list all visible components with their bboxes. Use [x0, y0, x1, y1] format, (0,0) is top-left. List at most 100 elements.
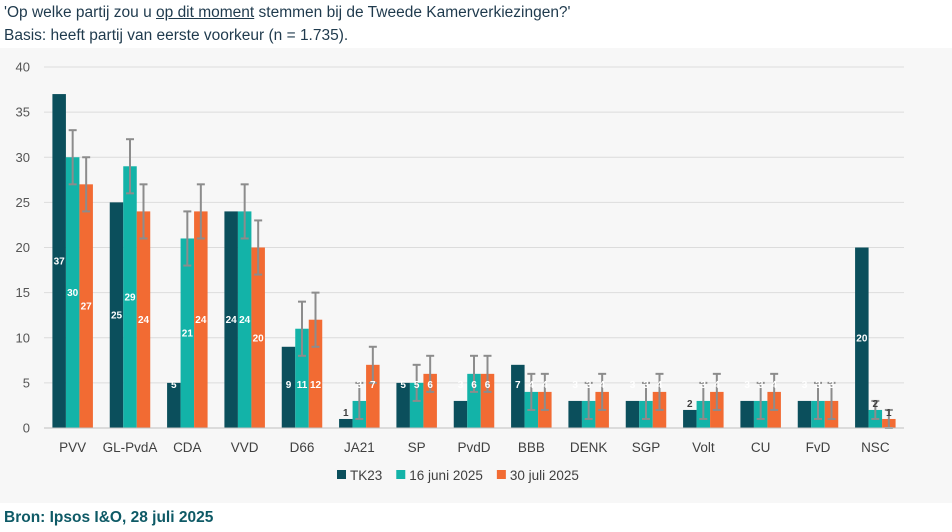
bar-juli-vvd: [251, 247, 265, 428]
bar-tk23-nsc: [855, 247, 869, 428]
data-label: 4: [542, 380, 548, 391]
source-note: Bron: Ipsos I&O, 28 juli 2025: [4, 509, 214, 526]
data-label: 2: [873, 399, 879, 410]
question-suffix: stemmen bij de Tweede Kamerverkiezingen?…: [254, 4, 571, 21]
bar-tk23-cu: [740, 400, 754, 428]
data-label: 24: [226, 315, 238, 326]
data-label: 2: [687, 399, 693, 410]
bar-juni-pvv: [65, 157, 80, 428]
y-tick-label: 10: [16, 330, 30, 345]
data-label: 7: [515, 380, 521, 391]
survey-basis: Basis: heeft partij van eerste voorkeur …: [4, 27, 349, 44]
bar-tk23-bbb: [511, 364, 525, 428]
y-tick-label: 15: [16, 285, 30, 300]
bar-juli-cda: [194, 211, 208, 428]
bar-tk23-sgp: [625, 400, 640, 428]
data-label: 3: [802, 380, 808, 391]
legend-swatch-juni: [396, 470, 406, 479]
chart-area: 0 5 10 15 20 25 30 35 40 37 30 27 PVV 25 29 24 GL-PvdA 5 2…: [0, 48, 952, 503]
legend-swatch-juli: [496, 470, 506, 479]
data-label: 21: [182, 329, 194, 340]
question-underlined: op dit moment: [156, 4, 255, 21]
data-label: 5: [414, 380, 420, 391]
data-label: 11: [297, 380, 308, 391]
category-label: SP: [408, 440, 426, 455]
category-label: VVD: [231, 440, 259, 455]
data-label: 3: [744, 380, 750, 391]
category-label: SGP: [632, 440, 661, 455]
bar-tk23-denk: [568, 400, 582, 428]
y-tick-label: 20: [16, 240, 30, 255]
y-tick-label: 30: [16, 150, 30, 165]
data-label: 3: [701, 380, 707, 391]
bar-tk23-pvv: [52, 94, 66, 428]
bar-juli-ja21: [366, 364, 380, 428]
bar-tk23-ja21: [339, 418, 353, 428]
bar-juni-pvdd: [467, 373, 481, 428]
y-tick-label: 40: [16, 60, 30, 75]
legend-swatch-tk23: [337, 470, 346, 479]
data-label: 1: [343, 408, 349, 419]
y-tick-label: 0: [23, 421, 30, 436]
data-label: 1: [886, 408, 892, 419]
bar-juli-sp: [423, 373, 437, 428]
data-label: 20: [253, 333, 265, 344]
data-label: 3: [630, 380, 636, 391]
bar-juli-pvdd: [480, 373, 495, 428]
data-label: 3: [829, 380, 835, 391]
bar-juli-pvv: [79, 184, 93, 428]
bar-juni-sp: [409, 382, 424, 428]
category-label: BBB: [518, 440, 545, 455]
data-label: 3: [758, 380, 764, 391]
data-label: 3: [357, 380, 363, 391]
legend-label-juni: 16 juni 2025: [409, 468, 483, 483]
bar-tk23-cda: [167, 382, 181, 428]
data-label: 24: [195, 315, 207, 326]
category-label: CU: [751, 440, 771, 455]
y-tick-label: 5: [23, 375, 30, 390]
survey-question: 'Op welke partij zou u op dit moment ste…: [4, 4, 571, 22]
category-label: PvdD: [457, 440, 490, 455]
data-label: 6: [471, 380, 477, 391]
y-tick-label: 35: [16, 105, 30, 120]
bar-tk23-volt: [683, 409, 697, 428]
data-label: 7: [370, 380, 376, 391]
data-label: 4: [714, 380, 720, 391]
data-label: 4: [599, 380, 605, 391]
category-label: D66: [290, 440, 315, 455]
data-label: 25: [111, 311, 123, 322]
bar-tk23-fvd: [797, 400, 812, 428]
data-label: 3: [815, 380, 821, 391]
category-label: GL-PvdA: [103, 440, 158, 455]
legend-label-juli: 30 juli 2025: [510, 468, 579, 483]
data-label: 3: [586, 380, 592, 391]
data-label: 3: [643, 380, 649, 391]
data-label: 27: [81, 302, 93, 313]
data-label: 20: [856, 333, 868, 344]
data-label: 4: [529, 380, 535, 391]
bar-tk23-sp: [396, 382, 410, 428]
bar-tk23-d66: [281, 346, 296, 428]
legend-label-tk23: TK23: [350, 468, 382, 483]
category-label: JA21: [344, 440, 375, 455]
bar-chart: 0510152025303540373027PVV252924GL-PvdA52…: [16, 60, 904, 483]
category-label: NSC: [861, 440, 890, 455]
category-label: Volt: [692, 440, 715, 455]
category-label: FvD: [806, 440, 831, 455]
y-tick-label: 25: [16, 195, 30, 210]
data-label: 24: [239, 315, 251, 326]
data-label: 4: [657, 380, 663, 391]
data-label: 29: [124, 293, 136, 304]
bar-tk23-pvdd: [453, 400, 468, 428]
data-label: 4: [771, 380, 777, 391]
bar-juli-gl-pvda: [136, 211, 151, 428]
bar-juni-cda: [180, 238, 195, 428]
bar-tk23-gl-pvda: [109, 202, 124, 428]
data-label: 3: [458, 380, 464, 391]
data-label: 3: [572, 380, 578, 391]
data-label: 5: [400, 380, 406, 391]
data-label: 24: [138, 315, 150, 326]
question-prefix: 'Op welke partij zou u: [4, 4, 157, 21]
data-label: 9: [286, 380, 292, 391]
data-label: 6: [485, 380, 491, 391]
